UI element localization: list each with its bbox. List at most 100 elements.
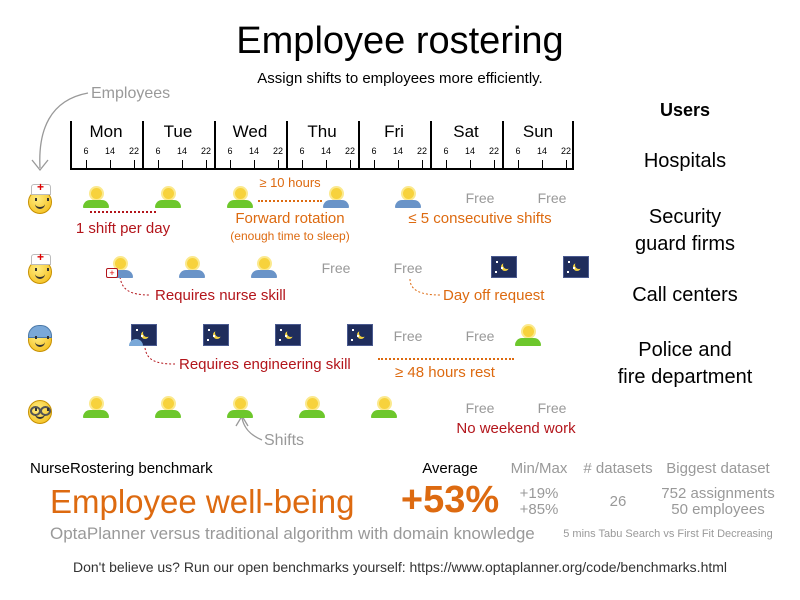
hour-tick [206, 160, 207, 168]
hour-tick [86, 160, 87, 168]
late-shift-icon[interactable] [251, 258, 277, 278]
max-value: +85% [519, 501, 559, 518]
minmax-label: Min/Max [510, 460, 568, 477]
late-shift-icon[interactable] [395, 188, 421, 208]
early-shift-icon[interactable] [227, 188, 253, 208]
night-shift-icon[interactable] [563, 256, 589, 278]
hour-tick-label: 22 [488, 146, 500, 156]
ten-hours-range [258, 200, 322, 202]
employee-avatar-engineer[interactable] [28, 325, 52, 352]
hour-tick-label: 22 [272, 146, 284, 156]
one-shift-annotation: 1 shift per day [75, 220, 171, 237]
free-day: Free [465, 328, 495, 344]
hour-tick-label: 22 [416, 146, 428, 156]
hour-tick [134, 160, 135, 168]
night-shift-icon[interactable] [491, 256, 517, 278]
nurse-skill-icon: + [106, 268, 118, 278]
hour-tick-label: 6 [83, 146, 89, 156]
night-shift-icon[interactable] [347, 324, 373, 346]
ten-hours-annotation: ≥ 10 hours [259, 175, 321, 190]
user-security: Security guard firms [634, 206, 736, 255]
day-label: Tue [163, 122, 193, 141]
hour-tick [446, 160, 447, 168]
employee-avatar-nurse[interactable] [28, 180, 52, 214]
hour-tick-label: 22 [560, 146, 572, 156]
day-separator [430, 121, 432, 169]
hour-tick [518, 160, 519, 168]
hour-tick-label: 14 [176, 146, 188, 156]
hour-tick-label: 6 [155, 146, 161, 156]
shifts-arrow [241, 417, 263, 441]
free-day: Free [393, 260, 423, 276]
timeline-axis [70, 168, 574, 170]
night-shift-icon[interactable] [203, 324, 229, 346]
users-heading: Users [659, 100, 711, 120]
early-shift-icon[interactable] [155, 188, 181, 208]
user-police: Police and fire department [617, 339, 753, 388]
rest-annotation: ≥ 48 hours rest [395, 364, 495, 381]
hour-tick [110, 160, 111, 168]
early-shift-icon[interactable] [227, 398, 253, 418]
early-shift-icon[interactable] [299, 398, 325, 418]
hour-tick-label: 14 [392, 146, 404, 156]
day-off-connector [409, 278, 441, 296]
hour-tick [326, 160, 327, 168]
employee-avatar-glasses[interactable] [28, 400, 52, 424]
benchmark-headline: Employee well-being [50, 483, 355, 520]
early-shift-icon[interactable] [515, 326, 541, 346]
day-separator [358, 121, 360, 169]
day-separator [286, 121, 288, 169]
hour-tick [422, 160, 423, 168]
min-value: +19% [519, 485, 559, 502]
late-shift-icon[interactable] [179, 258, 205, 278]
day-separator [572, 121, 574, 169]
footer-link[interactable]: Don't believe us? Run our open benchmark… [72, 559, 728, 575]
biggest-assignments: 752 assignments [661, 485, 775, 502]
free-day: Free [393, 328, 423, 344]
nurse-skill-annotation: Requires nurse skill [155, 287, 286, 304]
engineering-skill-annotation: Requires engineering skill [179, 356, 351, 373]
hour-tick [566, 160, 567, 168]
late-shift-icon[interactable] [323, 188, 349, 208]
consecutive-annotation: ≤ 5 consecutive shifts [408, 210, 552, 227]
hour-tick [278, 160, 279, 168]
early-shift-icon[interactable] [371, 398, 397, 418]
day-separator [214, 121, 216, 169]
hour-tick-label: 6 [371, 146, 377, 156]
benchmark-comparison: OptaPlanner versus traditional algorithm… [50, 524, 535, 543]
free-day: Free [537, 400, 567, 416]
early-shift-icon[interactable] [155, 398, 181, 418]
free-day: Free [465, 190, 495, 206]
average-value: +53% [400, 479, 500, 521]
engineering-skill-connector [144, 347, 176, 365]
one-shift-range [90, 211, 156, 213]
hour-tick [494, 160, 495, 168]
employee-avatar-nurse[interactable] [28, 250, 52, 284]
free-day: Free [537, 190, 567, 206]
early-shift-icon[interactable] [83, 188, 109, 208]
shifts-label: Shifts [264, 432, 305, 449]
hour-tick-label: 14 [248, 146, 260, 156]
hour-tick [350, 160, 351, 168]
hour-tick-label: 14 [320, 146, 332, 156]
night-shift-icon[interactable] [275, 324, 301, 346]
hour-tick [542, 160, 543, 168]
day-separator [502, 121, 504, 169]
no-weekend-annotation: No weekend work [456, 420, 576, 437]
day-label: Wed [232, 122, 268, 141]
datasets-value: 26 [609, 493, 627, 510]
nurse-skill-connector [119, 276, 151, 296]
day-label: Thu [307, 122, 337, 141]
hour-tick [398, 160, 399, 168]
user-call-centers: Call centers [632, 284, 738, 306]
late-shift-icon[interactable] [107, 258, 133, 278]
day-off-annotation: Day off request [443, 287, 545, 304]
hour-tick-label: 22 [128, 146, 140, 156]
hour-tick [374, 160, 375, 168]
biggest-employees: 50 employees [671, 501, 765, 518]
hour-tick-label: 6 [515, 146, 521, 156]
hour-tick [230, 160, 231, 168]
early-shift-icon[interactable] [83, 398, 109, 418]
